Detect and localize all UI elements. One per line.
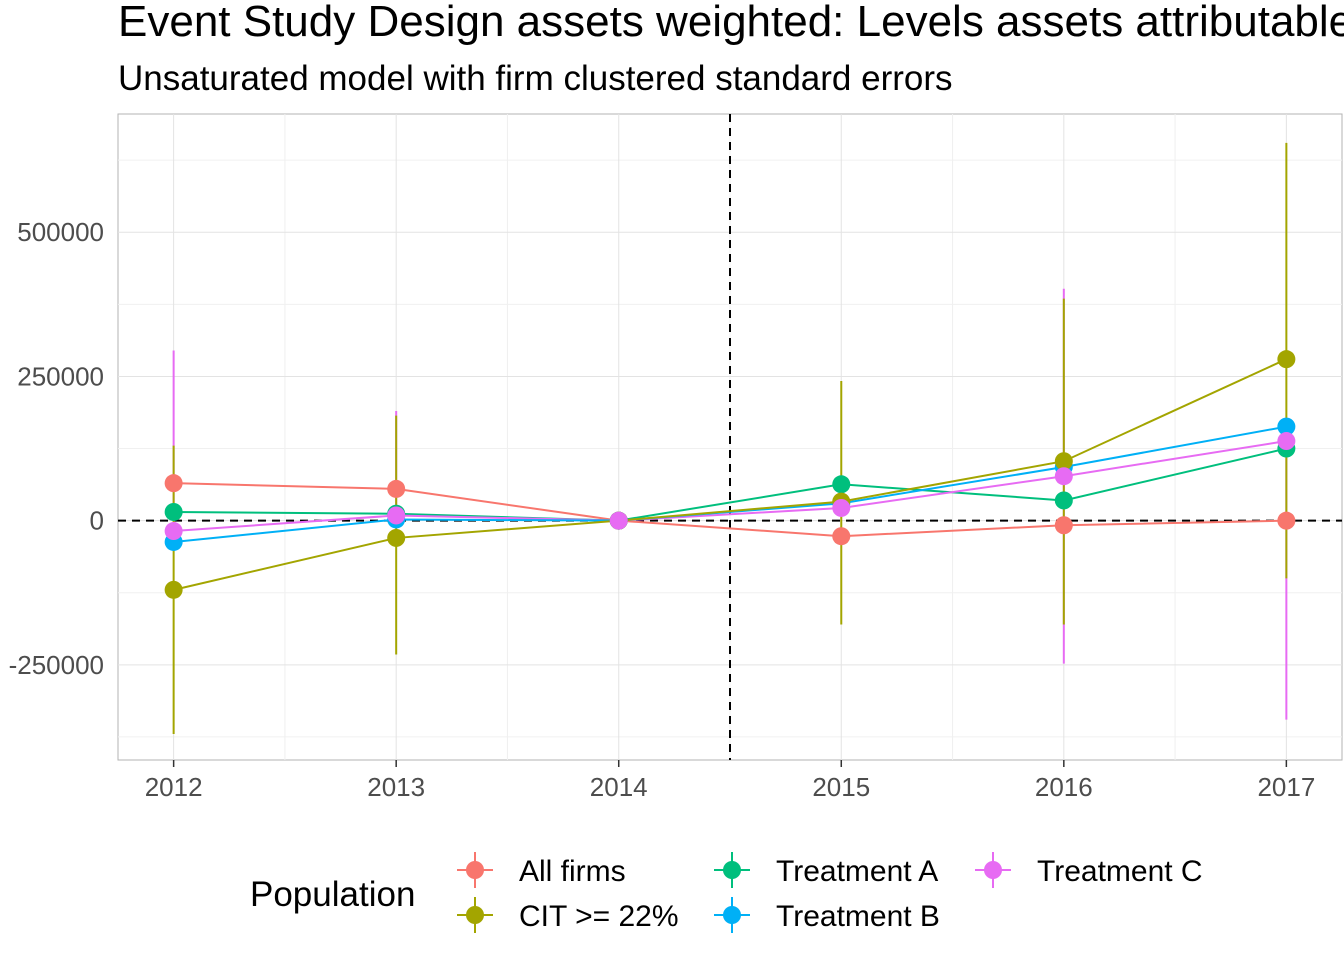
legend-items: All firms CIT >= 22% Treatment A Treatment … (457, 852, 1203, 933)
plot-panel (117, 113, 1343, 761)
x-tick-label: 2016 (1035, 772, 1093, 802)
x-tick-label: 2013 (367, 772, 425, 802)
error-bars (172, 142, 1288, 735)
x-tick-label: 2012 (145, 772, 203, 802)
data-point (1277, 432, 1296, 451)
legend-key-point (723, 906, 741, 924)
data-point (1277, 511, 1296, 530)
data-point (1277, 417, 1296, 436)
data-point (1054, 491, 1073, 510)
data-point (164, 502, 183, 521)
series-lines (173, 358, 1287, 591)
data-point (164, 474, 183, 493)
series-line (173, 358, 1287, 591)
data-point (832, 527, 851, 546)
data-point (387, 479, 406, 498)
chart-subtitle: Unsaturated model with firm clustered st… (118, 59, 953, 98)
y-tick-label: 250000 (17, 361, 104, 391)
legend-key-point (723, 861, 741, 879)
x-axis: 2012 2013 2014 2015 2016 2017 (145, 760, 1315, 802)
data-point (832, 475, 851, 494)
data-point (164, 580, 183, 599)
data-point (1054, 516, 1073, 535)
data-point (832, 498, 851, 517)
legend-key-point (466, 861, 484, 879)
data-point (1054, 467, 1073, 486)
legend-label: Treatment C (1037, 855, 1203, 888)
chart-title: Event Study Design assets weighted: Leve… (118, 0, 1344, 46)
data-point (1054, 452, 1073, 471)
series-line (173, 482, 1287, 538)
x-tick-label: 2015 (812, 772, 870, 802)
legend-item: Treatment C (975, 852, 1203, 888)
data-point (387, 506, 406, 525)
y-tick-label: -250000 (9, 650, 104, 680)
legend-label: Treatment A (776, 855, 938, 888)
y-axis: -250000 0 250000 500000 (9, 217, 104, 680)
legend-label: CIT >= 22% (519, 900, 679, 933)
legend-label: Treatment B (776, 900, 940, 933)
data-point (1277, 350, 1296, 369)
legend-item: All firms (457, 852, 626, 888)
legend-item: Treatment A (714, 852, 938, 888)
data-point (609, 511, 628, 530)
y-tick-label: 500000 (17, 217, 104, 247)
x-tick-label: 2014 (590, 772, 648, 802)
legend-key-point (466, 906, 484, 924)
series-line (173, 447, 1287, 522)
x-tick-label: 2017 (1257, 772, 1315, 802)
series-points (164, 350, 1296, 599)
series-line (173, 440, 1287, 533)
data-point (387, 528, 406, 547)
legend-item: Treatment B (714, 897, 940, 933)
data-point (164, 522, 183, 541)
legend-label: All firms (519, 855, 626, 888)
legend-item: CIT >= 22% (457, 897, 679, 933)
legend-key-point (984, 861, 1002, 879)
legend-title: Population (250, 875, 415, 914)
legend: Population All firms CIT >= 22% Treatment … (250, 852, 1203, 933)
y-tick-label: 0 (90, 506, 104, 536)
